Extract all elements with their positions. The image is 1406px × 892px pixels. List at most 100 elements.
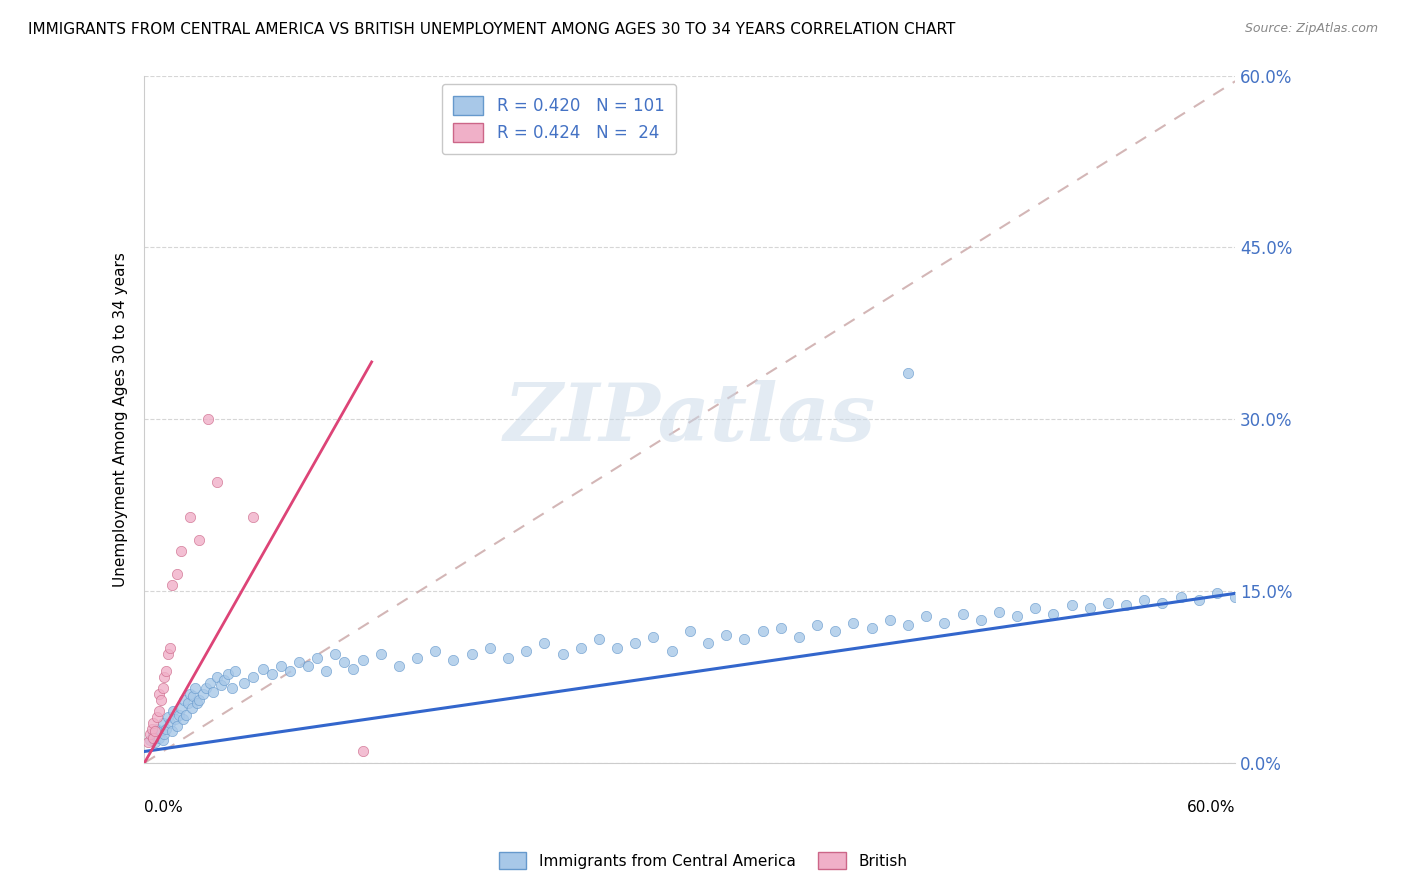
Point [177, 697, 200, 711]
Point [146, 722, 169, 736]
Point [425, 643, 447, 657]
Point [157, 647, 180, 661]
Point [170, 544, 193, 558]
Point [352, 653, 374, 667]
Point [661, 643, 683, 657]
Point [149, 693, 172, 707]
Point [143, 723, 166, 738]
Point [179, 509, 201, 524]
Point [897, 367, 920, 381]
Point [1042, 607, 1064, 621]
Point [1097, 595, 1119, 609]
Point [897, 618, 920, 632]
Point [184, 681, 207, 696]
Point [170, 701, 193, 715]
Point [221, 681, 243, 696]
Point [155, 722, 177, 736]
Text: 0.0%: 0.0% [145, 799, 183, 814]
Point [179, 687, 201, 701]
Point [205, 475, 228, 490]
Point [142, 715, 165, 730]
Point [697, 635, 720, 649]
Point [1005, 609, 1028, 624]
Point [569, 641, 592, 656]
Point [202, 685, 225, 699]
Point [879, 613, 901, 627]
Text: IMMIGRANTS FROM CENTRAL AMERICA VS BRITISH UNEMPLOYMENT AMONG AGES 30 TO 34 YEAR: IMMIGRANTS FROM CENTRAL AMERICA VS BRITI… [28, 22, 956, 37]
Point [187, 693, 209, 707]
Point [952, 607, 974, 621]
Point [214, 673, 236, 688]
Point [217, 666, 239, 681]
Point [915, 609, 938, 624]
Point [352, 744, 374, 758]
Point [406, 650, 429, 665]
Point [143, 735, 166, 749]
Point [288, 655, 311, 669]
Point [142, 727, 165, 741]
Point [174, 707, 197, 722]
Point [205, 670, 228, 684]
Point [197, 412, 219, 426]
Point [155, 665, 177, 679]
Point [233, 675, 256, 690]
Point [342, 662, 364, 676]
Point [551, 647, 574, 661]
Point [1225, 590, 1247, 604]
Point [173, 693, 195, 707]
Legend: Immigrants from Central America, British: Immigrants from Central America, British [492, 846, 914, 875]
Point [323, 647, 346, 661]
Point [588, 632, 610, 647]
Point [315, 665, 337, 679]
Point [1115, 598, 1137, 612]
Point [460, 647, 482, 661]
Point [242, 670, 264, 684]
Legend: R = 0.420   N = 101, R = 0.424   N =  24: R = 0.420 N = 101, R = 0.424 N = 24 [441, 84, 676, 154]
Point [606, 641, 628, 656]
Point [987, 605, 1010, 619]
Y-axis label: Unemployment Among Ages 30 to 34 years: Unemployment Among Ages 30 to 34 years [114, 252, 128, 587]
Point [166, 566, 188, 581]
Point [160, 578, 183, 592]
Point [370, 647, 392, 661]
Point [162, 705, 184, 719]
Point [1024, 601, 1046, 615]
Point [139, 733, 162, 747]
Point [139, 727, 162, 741]
Point [165, 712, 187, 726]
Point [787, 630, 810, 644]
Text: Source: ZipAtlas.com: Source: ZipAtlas.com [1244, 22, 1378, 36]
Point [141, 722, 163, 736]
Point [153, 727, 176, 741]
Point [152, 715, 174, 730]
Point [195, 681, 218, 696]
Text: ZIPatlas: ZIPatlas [503, 381, 876, 458]
Point [1060, 598, 1083, 612]
Point [157, 710, 180, 724]
Point [159, 641, 181, 656]
Point [187, 533, 209, 547]
Point [679, 624, 702, 639]
Point [260, 666, 283, 681]
Point [142, 731, 165, 745]
Point [842, 616, 865, 631]
Point [191, 687, 214, 701]
Point [751, 624, 773, 639]
Point [806, 618, 828, 632]
Point [624, 635, 647, 649]
Point [278, 665, 301, 679]
Point [198, 675, 221, 690]
Point [443, 653, 465, 667]
Point [733, 632, 755, 647]
Point [159, 715, 181, 730]
Point [152, 733, 174, 747]
Point [148, 705, 170, 719]
Point [148, 687, 170, 701]
Point [515, 643, 537, 657]
Point [824, 624, 846, 639]
Point [307, 650, 329, 665]
Point [180, 701, 202, 715]
Point [643, 630, 665, 644]
Point [252, 662, 274, 676]
Point [970, 613, 993, 627]
